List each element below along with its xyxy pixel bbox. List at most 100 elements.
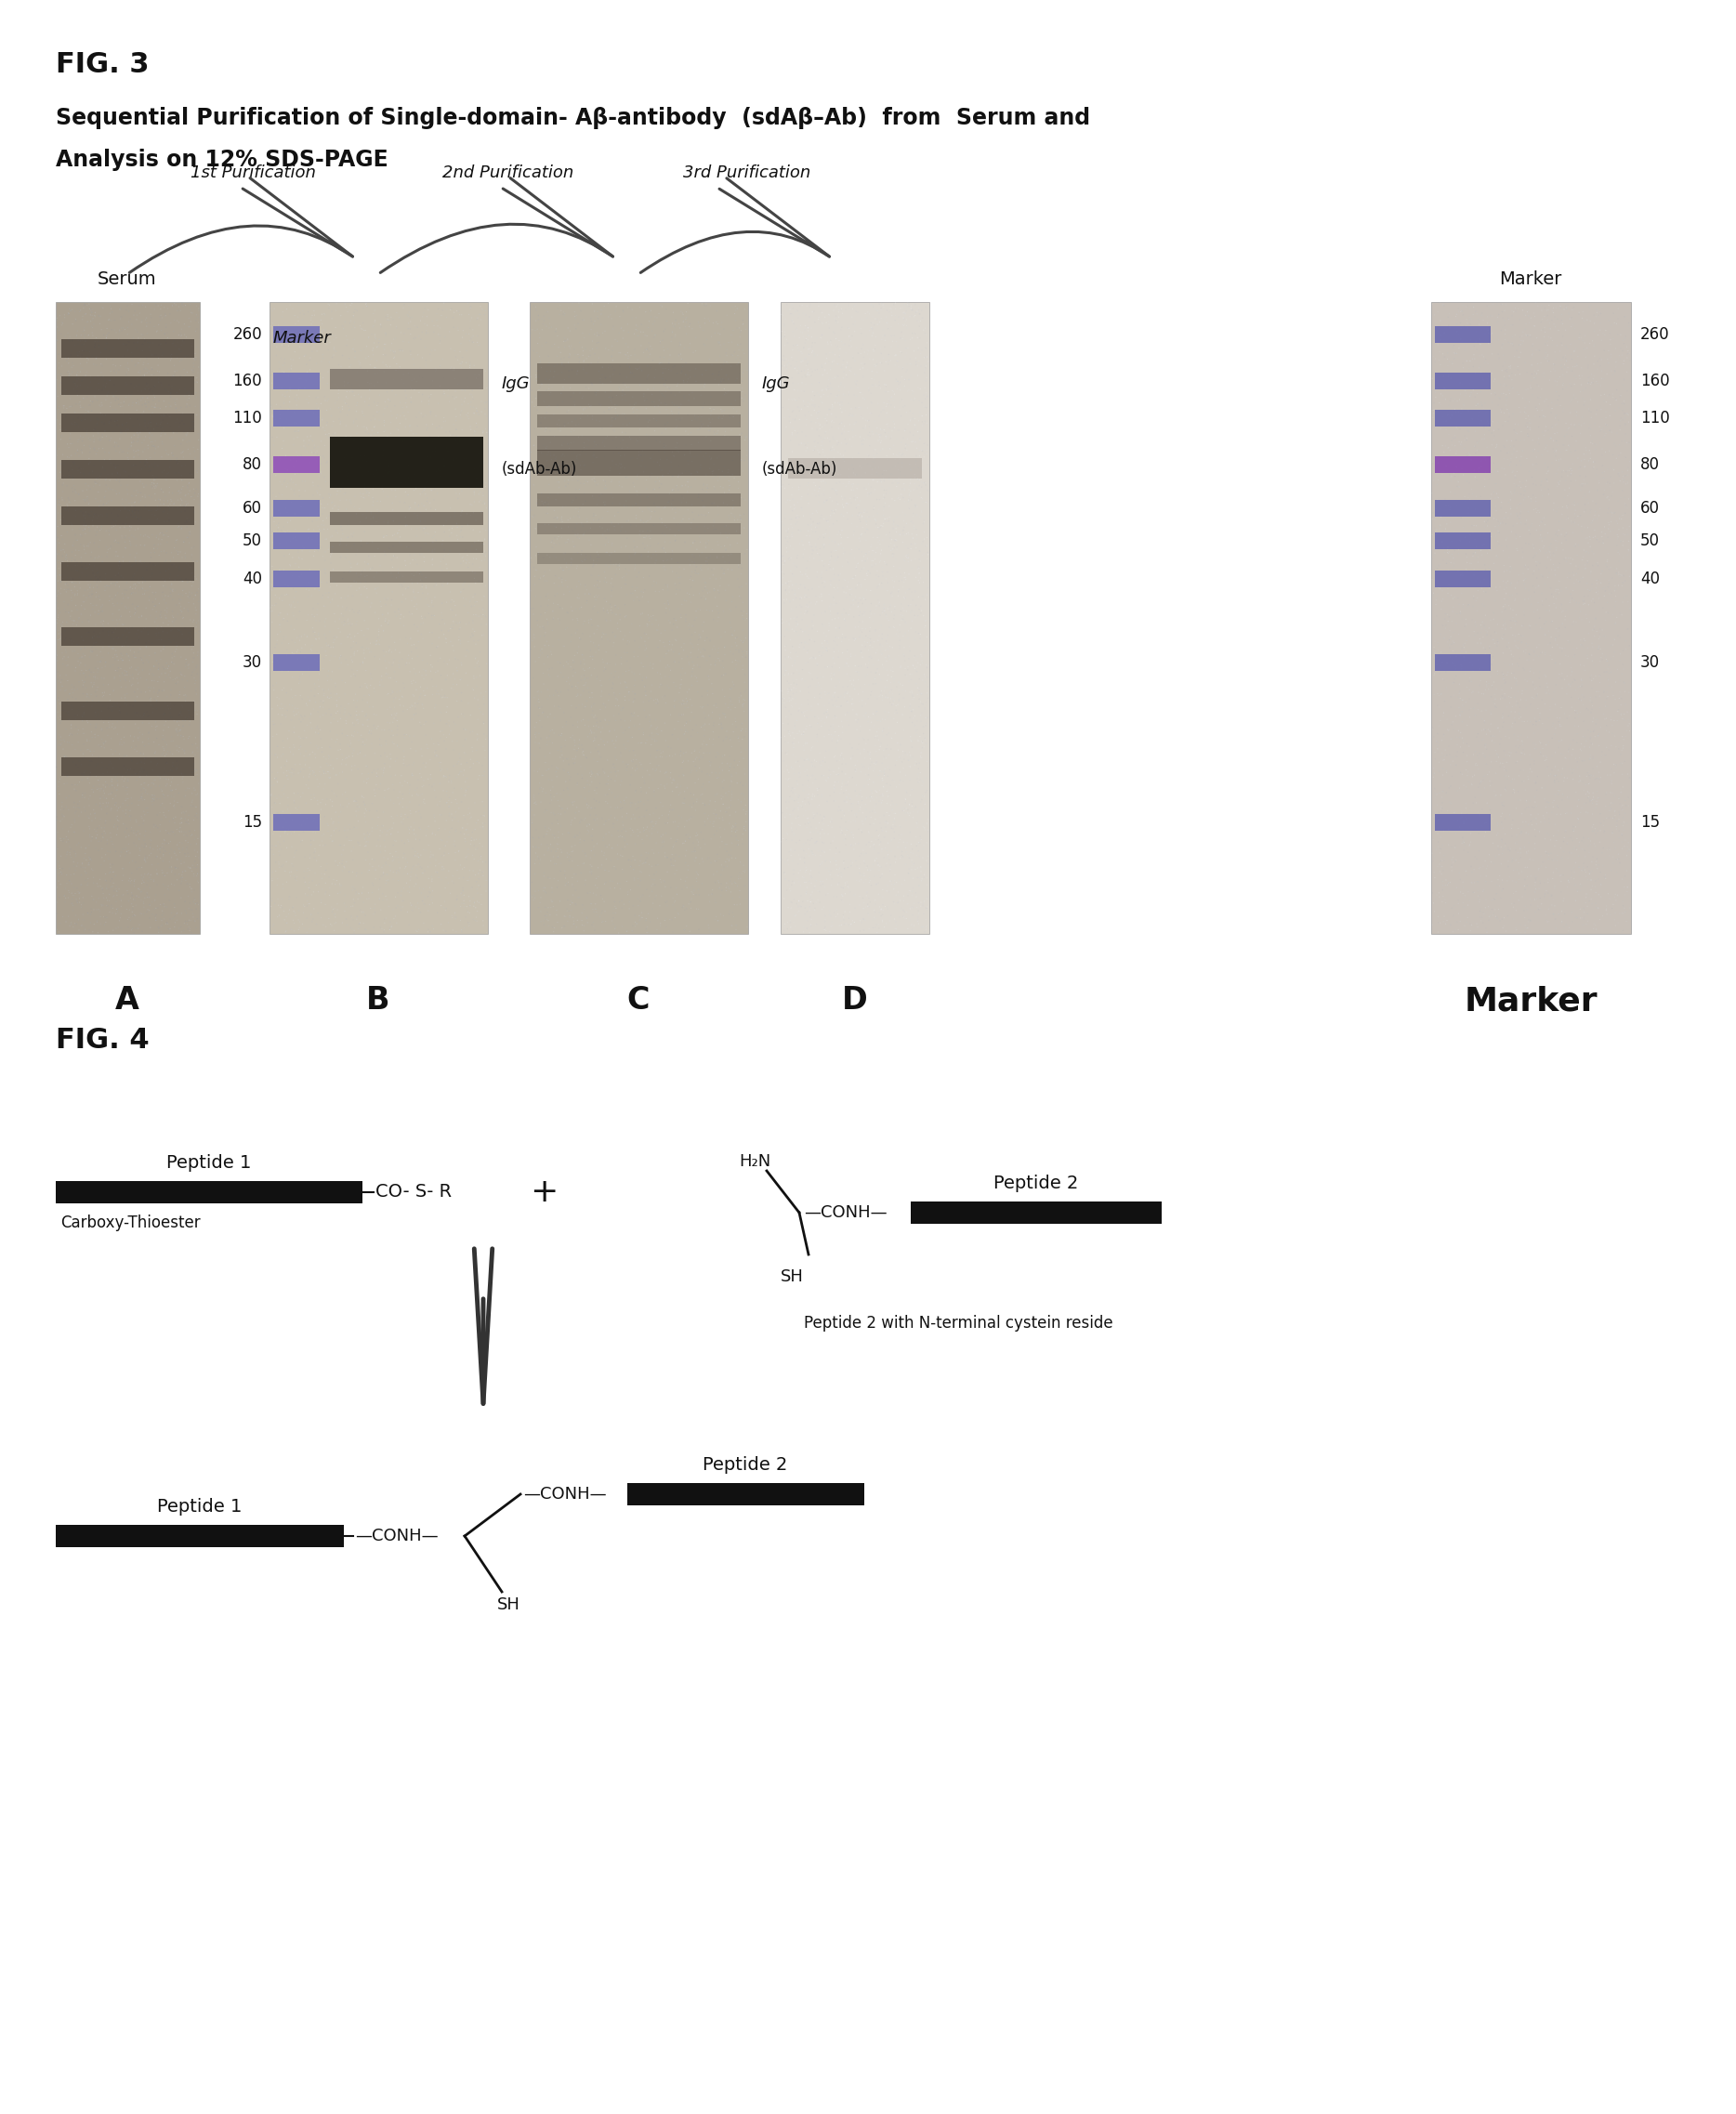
Point xyxy=(719,617,746,651)
Point xyxy=(439,609,467,643)
Point xyxy=(95,748,123,782)
Point xyxy=(259,704,286,738)
Point xyxy=(1542,554,1569,588)
Point xyxy=(559,531,587,564)
Point xyxy=(1502,911,1529,945)
Point xyxy=(675,884,703,917)
Point xyxy=(325,767,352,801)
Point xyxy=(828,497,856,531)
Point xyxy=(54,321,82,355)
Point xyxy=(878,793,906,827)
Point xyxy=(825,719,852,753)
Point xyxy=(1488,488,1516,522)
Point xyxy=(401,309,429,342)
Point xyxy=(854,759,882,793)
Point xyxy=(899,402,927,435)
Point xyxy=(89,746,116,780)
Point xyxy=(1472,865,1500,898)
Point xyxy=(908,408,936,442)
Point xyxy=(1437,748,1465,782)
Point xyxy=(785,780,812,814)
Point xyxy=(441,429,469,463)
Point xyxy=(632,332,660,366)
Point xyxy=(1444,884,1472,917)
Point xyxy=(906,298,934,332)
Point xyxy=(687,622,715,655)
Point xyxy=(849,499,877,533)
Point xyxy=(894,613,922,647)
Point xyxy=(87,645,115,679)
Point xyxy=(682,740,710,774)
Point xyxy=(804,554,832,588)
Point xyxy=(458,822,486,856)
Point xyxy=(146,763,174,797)
Point xyxy=(823,843,851,877)
Point xyxy=(811,827,838,860)
Point xyxy=(80,660,108,693)
Point xyxy=(344,408,372,442)
Point xyxy=(1451,890,1479,924)
Point xyxy=(1512,909,1540,943)
Point xyxy=(703,843,731,877)
Point xyxy=(885,370,913,404)
Point xyxy=(68,757,95,791)
Point xyxy=(906,719,934,753)
Point xyxy=(396,863,424,896)
Point xyxy=(127,476,155,509)
Point xyxy=(1443,336,1470,370)
Point xyxy=(94,569,122,602)
Point xyxy=(868,647,896,681)
Point xyxy=(818,898,845,932)
Point xyxy=(1583,615,1611,649)
Point xyxy=(1601,799,1628,833)
Point xyxy=(128,573,156,607)
Point xyxy=(856,395,884,429)
Point xyxy=(1489,901,1517,934)
Point xyxy=(863,693,891,727)
Point xyxy=(682,321,710,355)
Point xyxy=(368,311,396,345)
Point xyxy=(1585,755,1613,789)
Point xyxy=(1597,763,1625,797)
Point xyxy=(406,323,434,357)
Point xyxy=(309,860,337,894)
Point xyxy=(420,774,448,808)
Point xyxy=(443,668,470,702)
Point xyxy=(1608,772,1635,805)
Point xyxy=(293,573,321,607)
Point xyxy=(1425,571,1453,605)
Point xyxy=(66,600,94,634)
Point xyxy=(1489,911,1517,945)
Point xyxy=(276,799,304,833)
Point xyxy=(1476,660,1503,693)
Point xyxy=(816,541,844,575)
Point xyxy=(667,326,694,359)
Point xyxy=(707,871,734,905)
Point xyxy=(592,767,620,801)
Point xyxy=(300,755,328,789)
Point xyxy=(837,727,865,761)
Point xyxy=(99,630,127,664)
Point xyxy=(1557,300,1585,334)
Point xyxy=(821,302,849,336)
Point xyxy=(76,898,104,932)
Point xyxy=(531,795,559,829)
Point xyxy=(1489,657,1517,691)
Point xyxy=(1594,896,1621,930)
Point xyxy=(49,522,76,556)
Point xyxy=(599,526,627,560)
Point xyxy=(1601,427,1628,461)
Point xyxy=(653,304,681,338)
Point xyxy=(1448,602,1476,636)
Point xyxy=(94,484,122,518)
Point xyxy=(1420,894,1448,928)
Point xyxy=(838,786,866,820)
Point xyxy=(458,374,486,408)
Point xyxy=(592,894,620,928)
Point xyxy=(1512,347,1540,381)
Point xyxy=(646,801,674,835)
Point xyxy=(589,622,616,655)
Point xyxy=(135,670,163,704)
Point xyxy=(1578,685,1606,719)
Point xyxy=(903,471,930,505)
